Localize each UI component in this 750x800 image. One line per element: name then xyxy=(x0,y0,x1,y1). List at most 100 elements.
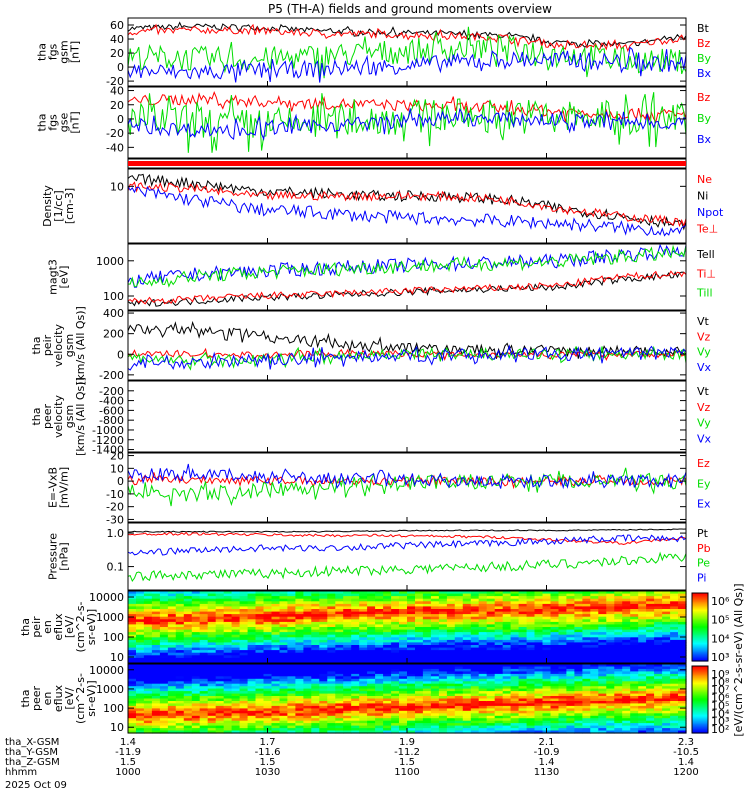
heatmap-cell xyxy=(558,703,568,707)
heatmap-cell xyxy=(430,611,440,615)
heatmap-cell xyxy=(311,693,320,697)
heatmap-cell xyxy=(630,614,639,618)
heatmap-cell xyxy=(295,688,304,692)
heatmap-cell xyxy=(255,596,265,600)
heatmap-cell xyxy=(128,723,137,727)
heatmap-cell xyxy=(295,619,304,623)
heatmap-cell xyxy=(311,629,320,633)
heatmap-cell xyxy=(630,621,639,626)
heatmap-cell xyxy=(662,664,671,668)
heatmap-cell xyxy=(630,698,639,702)
heatmap-cell xyxy=(239,652,249,656)
heatmap-cell xyxy=(199,671,209,675)
heatmap-cell xyxy=(191,591,201,595)
heatmap-cell xyxy=(558,642,568,646)
heatmap-cell xyxy=(136,728,145,732)
heatmap-cell xyxy=(462,591,472,595)
heatmap-cell xyxy=(199,596,209,600)
heatmap-cell xyxy=(215,673,225,677)
heatmap-cell xyxy=(486,642,496,646)
heatmap-cell xyxy=(183,621,193,626)
heatmap-cell xyxy=(422,688,432,692)
heatmap-cell xyxy=(654,601,663,605)
heatmap-cell xyxy=(255,678,265,682)
heatmap-cell xyxy=(351,606,360,610)
heatmap-cell xyxy=(295,698,304,702)
heatmap-cell xyxy=(207,627,217,631)
heatmap-cell xyxy=(486,606,496,610)
heatmap-cell xyxy=(159,701,169,705)
heatmap-cell xyxy=(510,693,520,697)
heatmap-cell xyxy=(207,591,217,595)
heatmap-cell xyxy=(183,703,193,707)
heatmap-cell xyxy=(143,688,153,692)
heatmap-cell xyxy=(199,693,209,697)
heatmap-cell xyxy=(359,629,368,633)
legend-entry: Vz xyxy=(697,401,711,414)
heatmap-cell xyxy=(375,609,384,613)
heatmap-cell xyxy=(279,639,289,644)
heatmap-cell xyxy=(415,681,424,685)
heatmap-cell xyxy=(207,598,217,602)
heatmap-cell xyxy=(128,652,137,656)
heatmap-cell xyxy=(678,645,687,649)
heatmap-cell xyxy=(550,629,560,633)
heatmap-cell xyxy=(502,730,512,734)
heatmap-cell xyxy=(287,664,296,668)
heatmap-cell xyxy=(231,616,241,620)
heatmap-cell xyxy=(191,705,201,709)
heatmap-cell xyxy=(438,671,448,675)
heatmap-cell xyxy=(271,624,281,628)
heatmap-cell xyxy=(287,609,296,613)
heatmap-cell xyxy=(446,664,456,668)
heatmap-cell xyxy=(598,596,607,600)
heatmap-cell xyxy=(654,688,663,692)
colorbar-cell xyxy=(692,669,708,672)
heatmap-cell xyxy=(478,691,488,695)
heatmap-cell xyxy=(231,609,241,613)
heatmap-cell xyxy=(367,660,376,664)
heatmap-cell xyxy=(207,606,217,610)
heatmap-cell xyxy=(215,728,225,732)
heatmap-cell xyxy=(598,619,607,623)
heatmap-cell xyxy=(550,710,560,714)
heatmap-cell xyxy=(574,688,583,692)
heatmap-cell xyxy=(574,657,583,662)
colorbar-cell xyxy=(692,677,708,679)
heatmap-cell xyxy=(223,609,233,613)
heatmap-cell xyxy=(279,647,289,651)
heatmap-cell xyxy=(430,616,440,620)
heatmap-cell xyxy=(271,698,281,702)
heatmap-cell xyxy=(478,710,488,714)
heatmap-cell xyxy=(486,650,496,654)
heatmap-cell xyxy=(550,671,560,675)
heatmap-cell xyxy=(247,681,257,685)
heatmap-cell xyxy=(518,650,528,654)
heatmap-cell xyxy=(199,609,209,613)
heatmap-cell xyxy=(526,655,536,659)
heatmap-cell xyxy=(143,723,153,727)
heatmap-cell xyxy=(407,591,416,595)
heatmap-cell xyxy=(311,723,320,727)
heatmap-cell xyxy=(335,591,344,595)
heatmap-cell xyxy=(128,614,137,618)
heatmap-cell xyxy=(215,614,225,618)
heatmap-cell xyxy=(678,616,687,620)
heatmap-cell xyxy=(486,725,496,729)
heatmap-cell xyxy=(223,688,233,692)
heatmap-cell xyxy=(191,614,201,618)
heatmap-cell xyxy=(638,681,647,685)
heatmap-cell xyxy=(383,730,392,734)
heatmap-cell xyxy=(143,693,153,697)
heatmap-cell xyxy=(159,655,169,659)
heatmap-cell xyxy=(231,673,241,677)
heatmap-cell xyxy=(430,637,440,641)
heatmap-cell xyxy=(415,688,424,692)
heatmap-cell xyxy=(415,645,424,649)
heatmap-cell xyxy=(183,698,193,702)
heatmap-cell xyxy=(327,728,336,732)
heatmap-cell xyxy=(446,591,456,595)
heatmap-cell xyxy=(590,591,599,595)
heatmap-cell xyxy=(367,601,376,605)
heatmap-cell xyxy=(175,639,185,644)
